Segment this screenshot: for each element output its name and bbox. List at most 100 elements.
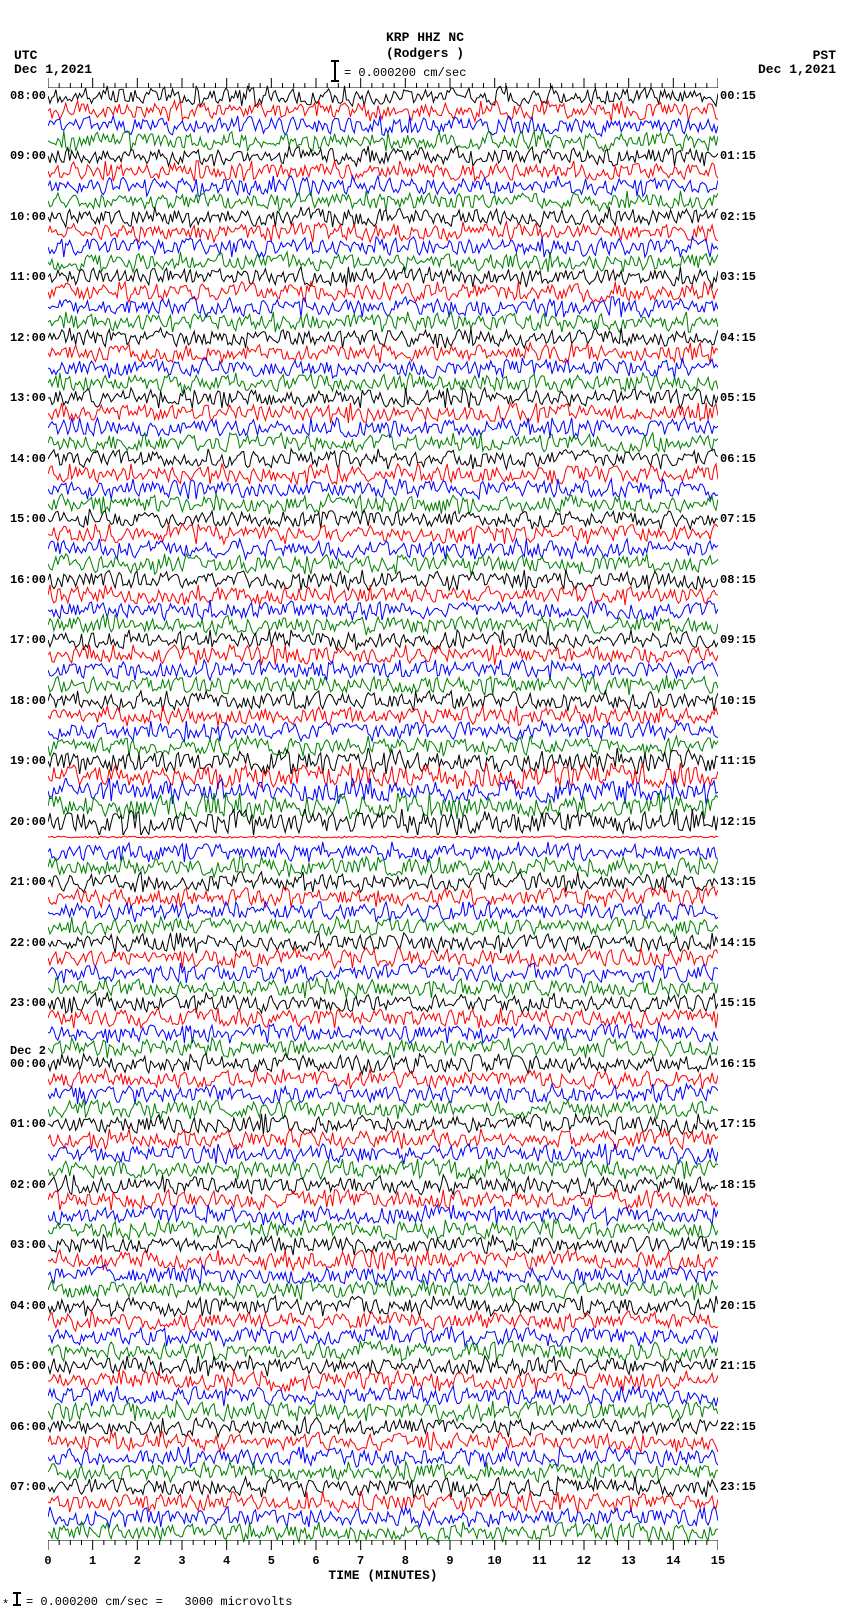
seismic-trace (48, 1338, 718, 1364)
utc-hour-label: 11:00 (10, 270, 48, 284)
x-tick-label: 1 (89, 1554, 96, 1568)
seismic-trace (48, 672, 718, 698)
utc-hour-label: 20:00 (10, 815, 48, 829)
pst-hour-label: 06:15 (718, 452, 756, 466)
seismic-trace (48, 1111, 718, 1137)
seismic-trace (48, 1051, 718, 1077)
seismic-trace (48, 415, 718, 441)
seismic-trace (48, 1504, 718, 1530)
pst-hour-label: 20:15 (718, 1299, 756, 1313)
seismic-trace (48, 1066, 718, 1092)
x-ticks-bottom (48, 1540, 718, 1554)
seismic-trace (48, 1081, 718, 1107)
seismic-trace (48, 1429, 718, 1455)
seismic-trace (48, 204, 718, 230)
seismic-trace (48, 884, 718, 910)
seismic-trace (48, 990, 718, 1016)
seismic-trace (48, 763, 718, 789)
seismic-trace (48, 1459, 718, 1485)
seismic-trace (48, 113, 718, 139)
pst-hour-label: 04:15 (718, 331, 756, 345)
x-axis-title: TIME (MINUTES) (328, 1568, 437, 1583)
x-tick-label: 4 (223, 1554, 230, 1568)
utc-hour-label: 19:00 (10, 754, 48, 768)
right-date: Dec 1,2021 (758, 62, 836, 77)
seismic-trace (48, 219, 718, 245)
seismic-trace (48, 839, 718, 865)
pst-hour-label: 12:15 (718, 815, 756, 829)
seismic-trace (48, 778, 718, 804)
utc-hour-label: 16:00 (10, 573, 48, 587)
seismic-trace (48, 688, 718, 714)
seismic-trace (48, 960, 718, 986)
x-ticks-top (48, 76, 718, 88)
seismic-trace (48, 1217, 718, 1243)
seismic-trace (48, 642, 718, 668)
pst-hour-label: 01:15 (718, 149, 756, 163)
x-tick-label: 3 (178, 1554, 185, 1568)
seismic-trace (48, 1353, 718, 1379)
seismic-trace (48, 1474, 718, 1500)
utc-hour-label: 04:00 (10, 1299, 48, 1313)
seismic-trace (48, 385, 718, 411)
footer-scale-text: = 0.000200 cm/sec = 3000 microvolts (26, 1595, 292, 1609)
pst-hour-label: 08:15 (718, 573, 756, 587)
pst-hour-label: 19:15 (718, 1238, 756, 1252)
utc-hour-label: 06:00 (10, 1420, 48, 1434)
seismic-trace (48, 143, 718, 169)
seismic-trace (48, 491, 718, 517)
seismic-trace (48, 188, 718, 214)
seismic-trace (48, 430, 718, 456)
utc-hour-label: 21:00 (10, 875, 48, 889)
seismic-trace (48, 264, 718, 290)
seismic-trace (48, 355, 718, 381)
seismic-trace (48, 1383, 718, 1409)
seismic-trace (48, 173, 718, 199)
seismic-trace (48, 1368, 718, 1394)
seismic-trace (48, 914, 718, 940)
pst-hour-label: 07:15 (718, 512, 756, 526)
x-tick-label: 10 (487, 1554, 501, 1568)
seismic-trace (48, 612, 718, 638)
x-tick-label: 9 (446, 1554, 453, 1568)
seismic-trace (48, 1156, 718, 1182)
utc-hour-label: 02:00 (10, 1178, 48, 1192)
pst-hour-label: 03:15 (718, 270, 756, 284)
seismic-trace (48, 1277, 718, 1303)
seismic-trace (48, 476, 718, 502)
seismic-trace (48, 1247, 718, 1273)
seismic-trace (48, 703, 718, 729)
seismic-trace (48, 279, 718, 305)
utc-hour-label: 18:00 (10, 694, 48, 708)
seismic-trace (48, 1414, 718, 1440)
seismic-trace (48, 370, 718, 396)
seismic-trace (48, 733, 718, 759)
x-tick-label: 8 (402, 1554, 409, 1568)
utc-hour-label: 10:00 (10, 210, 48, 224)
seismic-trace (48, 551, 718, 577)
seismic-trace (48, 1020, 718, 1046)
seismic-trace (48, 340, 718, 366)
utc-hour-label: 07:00 (10, 1480, 48, 1494)
pst-hour-label: 18:15 (718, 1178, 756, 1192)
left-date: Dec 1,2021 (14, 62, 92, 77)
utc-hour-label: 17:00 (10, 633, 48, 647)
right-timezone: PST (813, 48, 836, 63)
seismic-trace (48, 461, 718, 487)
pst-hour-label: 15:15 (718, 996, 756, 1010)
station-title: KRP HHZ NC (386, 30, 464, 45)
seismic-trace (48, 627, 718, 653)
seismic-trace (48, 1293, 718, 1319)
pst-hour-label: 16:15 (718, 1057, 756, 1071)
helicorder-plot: 08:0000:1509:0001:1510:0002:1511:0003:15… (48, 88, 718, 1540)
utc-hour-label: 15:00 (10, 512, 48, 526)
utc-hour-label: 01:00 (10, 1117, 48, 1131)
seismic-trace (48, 536, 718, 562)
seismic-trace (48, 567, 718, 593)
seismic-trace (48, 98, 718, 124)
utc-hour-label: 12:00 (10, 331, 48, 345)
seismic-trace (48, 582, 718, 608)
seismic-trace (48, 234, 718, 260)
pst-hour-label: 05:15 (718, 391, 756, 405)
station-subtitle: (Rodgers ) (386, 46, 464, 61)
